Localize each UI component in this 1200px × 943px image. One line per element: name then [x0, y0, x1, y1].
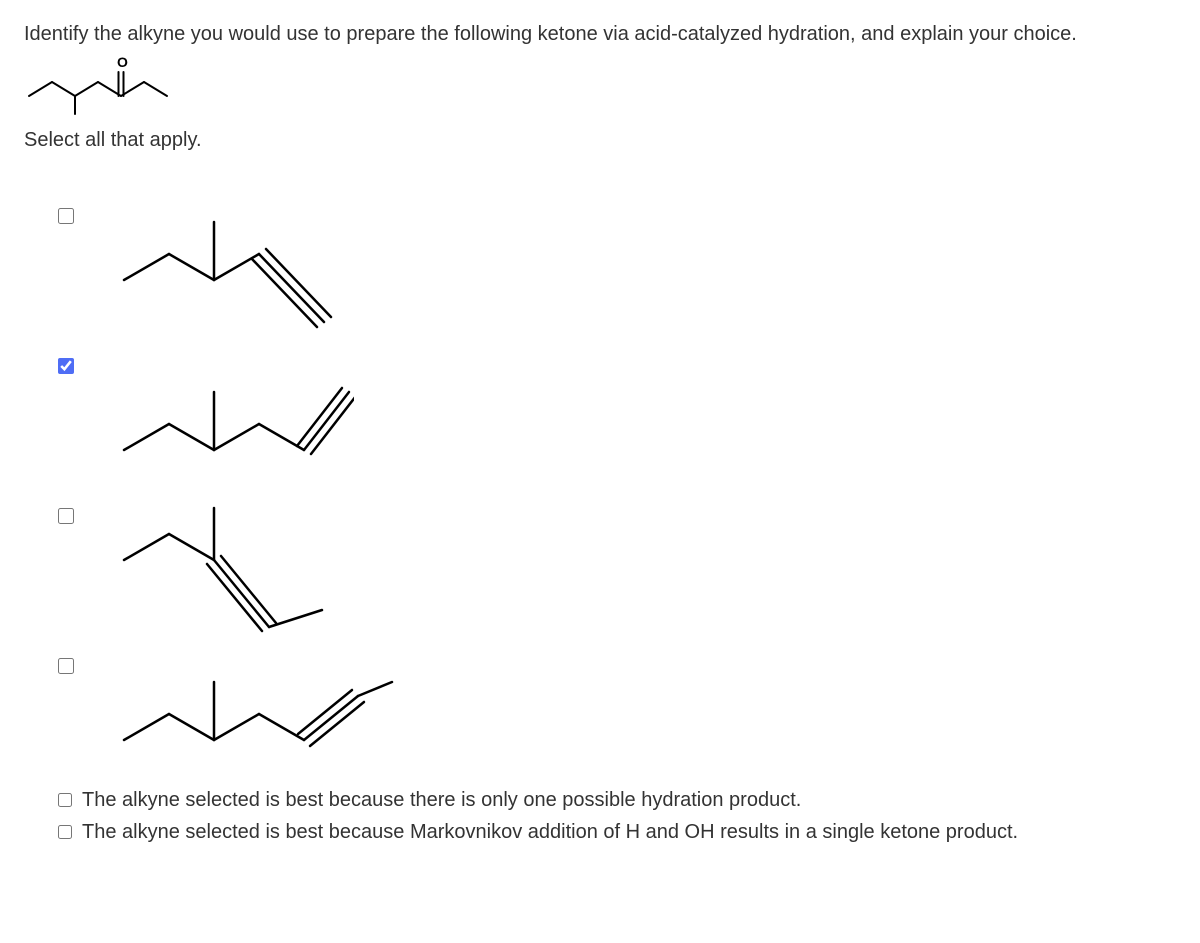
option-row-4 — [54, 652, 1176, 782]
text-option-label-2: The alkyne selected is best because Mark… — [82, 818, 1018, 846]
structure-1 — [114, 202, 334, 352]
option-row-2 — [54, 352, 1176, 502]
option-row-3 — [54, 502, 1176, 652]
text-option-checkbox-2[interactable] — [58, 825, 72, 839]
text-option-row-2: The alkyne selected is best because Mark… — [54, 818, 1176, 846]
structure-options: The alkyne selected is best because ther… — [24, 202, 1176, 846]
option-checkbox-2[interactable] — [58, 358, 74, 374]
oxygen-label: O — [117, 54, 128, 70]
structure-2 — [114, 352, 354, 502]
structure-3 — [114, 502, 334, 652]
option-checkbox-4[interactable] — [58, 658, 74, 674]
text-option-row-1: The alkyne selected is best because ther… — [54, 786, 1176, 814]
option-row-1 — [54, 202, 1176, 352]
question-text: Identify the alkyne you would use to pre… — [24, 20, 1176, 48]
question-page: Identify the alkyne you would use to pre… — [0, 0, 1200, 866]
option-checkbox-1[interactable] — [58, 208, 74, 224]
text-option-checkbox-1[interactable] — [58, 793, 72, 807]
text-option-label-1: The alkyne selected is best because ther… — [82, 786, 801, 814]
instruction-text: Select all that apply. — [24, 126, 1176, 154]
ketone-structure: O — [24, 54, 1176, 118]
option-checkbox-3[interactable] — [58, 508, 74, 524]
structure-4 — [114, 652, 394, 772]
